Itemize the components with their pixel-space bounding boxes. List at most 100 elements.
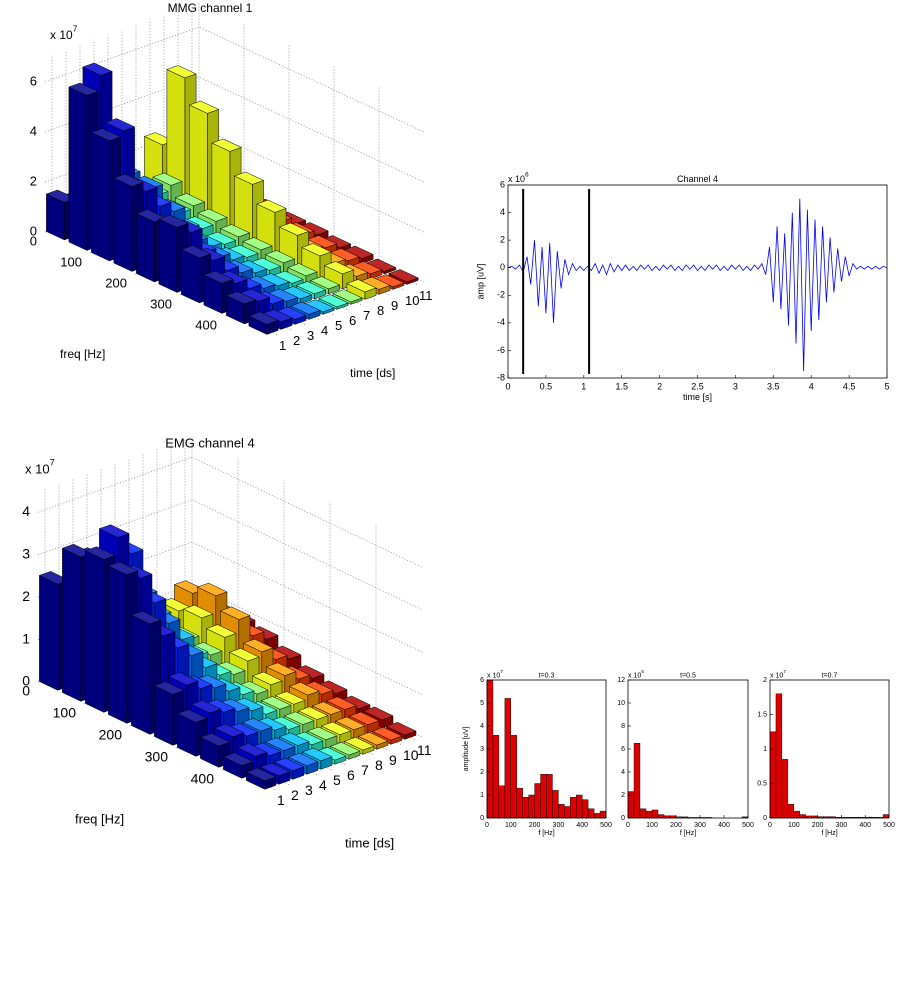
y-tick-label: -2 <box>497 290 505 300</box>
bar-top <box>301 747 333 762</box>
bar-top <box>259 762 291 777</box>
scale-exponent: 7 <box>783 669 786 675</box>
histogram-bar <box>633 743 641 819</box>
scale-label: x 10 <box>25 461 50 476</box>
y-axis-label: time [ds] <box>345 835 394 850</box>
x-axis-label: freq [Hz] <box>60 347 105 361</box>
y-tick-label: 2 <box>291 787 299 803</box>
histogram-bar <box>564 806 571 819</box>
y-tick-label: 11 <box>419 288 433 303</box>
y-tick-label: 3 <box>307 328 314 343</box>
chart-title: MMG channel 1 <box>168 1 253 15</box>
x-tick-label: 200 <box>812 822 824 829</box>
x-tick-label: 300 <box>694 822 706 829</box>
bar-top <box>287 263 318 277</box>
bar-top <box>329 742 361 756</box>
x-tick-label: 0 <box>22 683 30 699</box>
y-tick-label: 3 <box>305 782 313 798</box>
histogram-bar <box>534 783 541 819</box>
bar-top <box>98 524 130 538</box>
z-tick-label: 3 <box>22 545 30 561</box>
bar-top <box>248 311 279 325</box>
bar-top <box>190 700 222 714</box>
x-tick-label: 3.5 <box>767 381 780 391</box>
x-tick-label: 400 <box>859 822 871 829</box>
scale-exponent: 7 <box>500 669 503 675</box>
bar-top <box>362 706 394 721</box>
z-tick-label: 2 <box>30 173 37 188</box>
y-tick-label: 0 <box>500 262 505 272</box>
x-tick-label: 300 <box>145 749 169 765</box>
scale-label: x 10 <box>770 673 783 680</box>
bar-top <box>311 701 343 715</box>
y-tick-label: 6 <box>349 313 356 328</box>
bar-top <box>388 269 419 283</box>
histogram-bar <box>787 804 794 819</box>
signal-line <box>507 198 888 372</box>
bar-top <box>242 237 273 251</box>
bar-front <box>131 614 151 735</box>
histogram-bar <box>516 787 523 819</box>
histogram-bar <box>587 808 595 819</box>
bar-top <box>242 638 274 653</box>
bar-top <box>107 561 139 575</box>
x-axis-label: freq [Hz] <box>75 811 124 826</box>
grid-line <box>37 456 423 568</box>
grid-line <box>37 499 423 611</box>
x-tick-label: 400 <box>191 771 215 787</box>
bar-top <box>130 610 162 625</box>
bar-top <box>357 732 389 746</box>
x-tick-label: 300 <box>150 296 172 311</box>
bar-front <box>91 132 110 262</box>
bar-top <box>260 696 292 710</box>
bar-top <box>219 224 251 238</box>
bar-top <box>295 281 327 295</box>
y-tick-label: 0 <box>621 815 625 822</box>
scale-exponent: 6 <box>525 171 529 178</box>
y-tick-label: 6 <box>480 677 484 684</box>
bar-top <box>197 208 228 222</box>
bar-top <box>113 173 144 187</box>
y-tick-label: 8 <box>621 723 625 730</box>
scale-exponent: 7 <box>50 457 55 467</box>
y-axis-label: amplitude [uV] <box>463 727 470 772</box>
x-tick-label: 0 <box>626 822 630 829</box>
histogram-bar <box>504 698 512 819</box>
bar-top <box>325 696 357 710</box>
scale-exponent: 6 <box>641 669 644 675</box>
y-tick-label: 9 <box>391 298 398 313</box>
bar-top <box>283 711 315 725</box>
y-tick-label: 2 <box>500 235 505 245</box>
y-tick-label: 11 <box>417 742 432 758</box>
bar-top <box>334 716 366 731</box>
bar-top <box>274 691 306 705</box>
bar-top <box>233 171 265 185</box>
histogram-bar <box>793 810 800 819</box>
bar-top <box>348 711 380 726</box>
bar-front <box>39 575 59 691</box>
bar-front <box>181 249 200 304</box>
bar-front <box>113 177 133 272</box>
y-tick-label: 6 <box>500 179 505 189</box>
bar-top <box>385 722 417 736</box>
histogram-bar <box>651 809 659 819</box>
histogram-bar <box>552 790 559 819</box>
y-tick-label: 10 <box>405 293 419 308</box>
x-tick-label: 500 <box>742 822 754 829</box>
y-tick-label: 4 <box>500 207 505 217</box>
z-tick-label: 6 <box>30 73 37 88</box>
bar-top <box>166 65 197 79</box>
x-axis-label: f [Hz] <box>538 830 554 837</box>
histogram-bar <box>627 791 635 819</box>
plot-area <box>508 185 887 378</box>
y-tick-label: -4 <box>497 317 505 327</box>
bar-top <box>222 752 254 766</box>
bar-top <box>241 718 273 732</box>
bar-top <box>104 118 136 132</box>
histogram-bar <box>645 810 653 819</box>
x-tick-label: 0 <box>485 822 489 829</box>
x-tick-label: 300 <box>553 822 565 829</box>
bar-top <box>273 757 305 772</box>
histogram-bar <box>769 731 777 819</box>
